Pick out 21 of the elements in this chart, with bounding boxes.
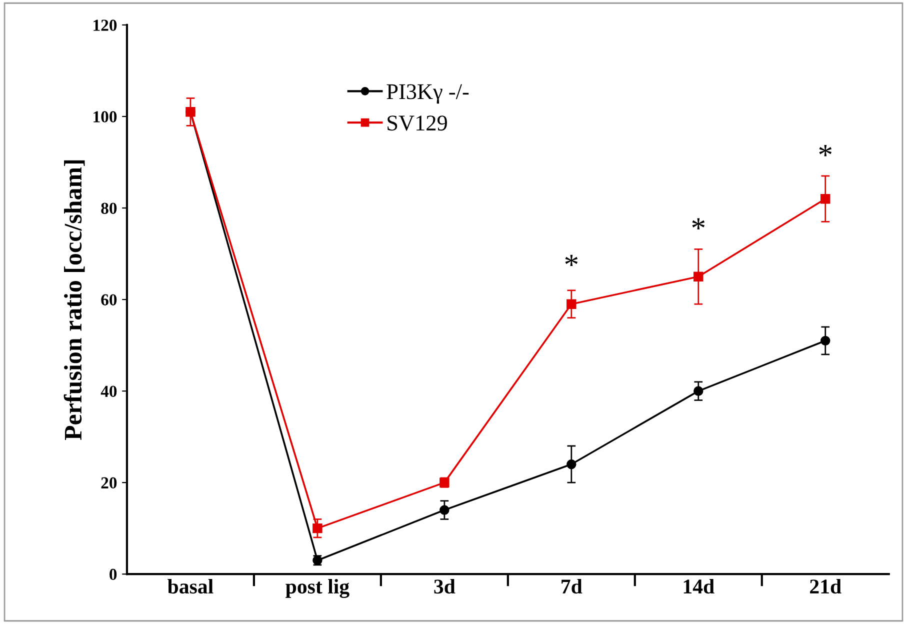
y-tick-label: 120 — [94, 20, 117, 31]
x-tick-label: basal — [168, 578, 214, 594]
x-tick-label: 3d — [434, 578, 456, 594]
y-tick-label: 60 — [101, 294, 117, 306]
y-tick-label: 40 — [100, 386, 117, 397]
x-tick-label: 21d — [810, 578, 842, 594]
y-axis-title: Perfusion ratio [occ/sham] — [64, 160, 85, 440]
x-tick-label: post lig — [286, 578, 350, 598]
y-tick-label: 0 — [110, 568, 117, 580]
point — [566, 299, 576, 309]
x-tick-label: 7d — [562, 578, 582, 594]
y-tick-label: 100 — [94, 111, 117, 122]
x-tick-label: 14d — [684, 578, 714, 594]
legend-label: SV129 — [388, 116, 447, 131]
y-tick-label: 20 — [101, 477, 117, 489]
y-tick-label: 80 — [101, 202, 117, 214]
annotation: * — [565, 254, 578, 266]
legend-label: PI3Kγ -/- — [386, 84, 469, 104]
point — [312, 523, 322, 534]
annotation: * — [819, 145, 832, 156]
annotation: * — [692, 218, 705, 230]
